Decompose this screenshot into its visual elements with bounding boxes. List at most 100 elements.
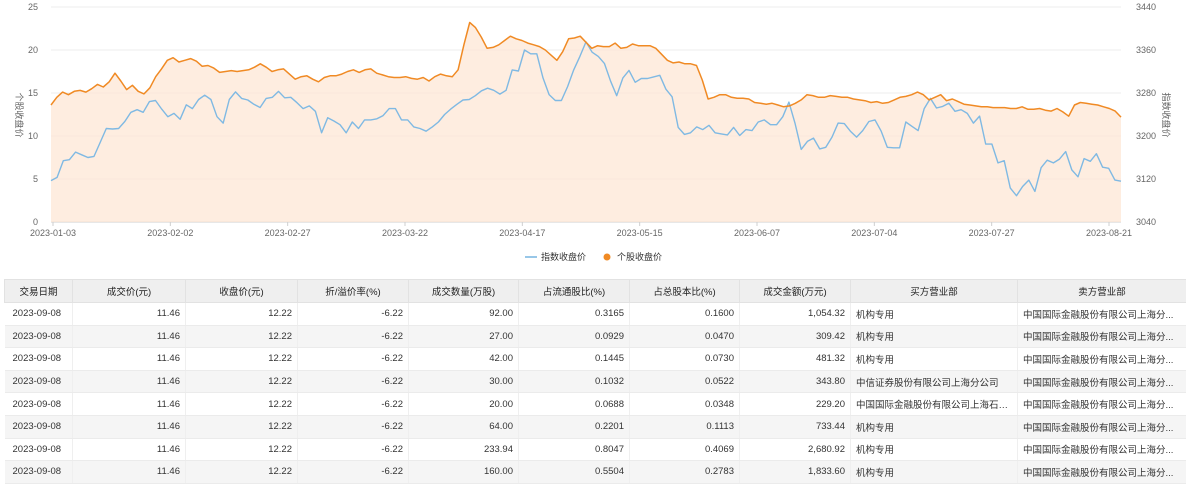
x-axis-tick-label: 2023-07-27 xyxy=(969,228,1015,238)
table-body: 2023-09-08 11.46 12.22 -6.22 92.00 0.3165 0.16… xyxy=(4,302,1186,484)
column-header[interactable]: 买方营业部 xyxy=(850,279,1018,303)
table-row[interactable]: 2023-09-08 11.46 12.22 -6.22 27.00 0.0929 0.04… xyxy=(4,325,1186,349)
table-cell: 机构专用 xyxy=(850,325,1018,349)
table-cell: 2023-09-08 xyxy=(4,392,73,416)
table-cell: 11.46 xyxy=(72,438,186,462)
table-cell: 27.00 xyxy=(408,325,519,349)
right-axis-tick-label: 3440 xyxy=(1136,2,1156,12)
table-cell: 11.46 xyxy=(72,347,186,371)
table-cell: 2,680.92 xyxy=(739,438,851,462)
table-cell: 12.22 xyxy=(185,325,298,349)
table-header: 交易日期 成交价(元) 收盘价(元) 折/溢价率(%) 成交数量(万股) 占流通股比(%)… xyxy=(4,279,1186,303)
table-cell: 0.4069 xyxy=(629,438,740,462)
table-cell: 中国国际金融股份有限公司上海分... xyxy=(1017,370,1186,394)
table-row[interactable]: 2023-09-08 11.46 12.22 -6.22 42.00 0.1445 0.07… xyxy=(4,347,1186,371)
table-cell: 2023-09-08 xyxy=(4,460,73,484)
table-cell: -6.22 xyxy=(297,438,409,462)
table-cell: 0.0730 xyxy=(629,347,740,371)
right-axis-tick-label: 3360 xyxy=(1136,45,1156,55)
table-cell: 2023-09-08 xyxy=(4,370,73,394)
table-cell: -6.22 xyxy=(297,325,409,349)
column-header[interactable]: 交易日期 xyxy=(4,279,73,303)
table-row[interactable]: 2023-09-08 11.46 12.22 -6.22 92.00 0.3165 0.16… xyxy=(4,302,1186,326)
table-cell: 中信证券股份有限公司上海分公司 xyxy=(850,370,1018,394)
table-cell: 12.22 xyxy=(185,438,298,462)
table-cell: 30.00 xyxy=(408,370,519,394)
table-cell: 0.1445 xyxy=(518,347,630,371)
table-cell: 92.00 xyxy=(408,302,519,326)
table-cell: 中国国际金融股份有限公司上海分... xyxy=(1017,460,1186,484)
chart-legend: 指数收盘价 个股收盘价 xyxy=(525,251,662,262)
x-axis-tick-label: 2023-02-02 xyxy=(147,228,193,238)
table-cell: 733.44 xyxy=(739,415,851,439)
right-axis-tick-label: 3280 xyxy=(1136,88,1156,98)
column-header[interactable]: 成交数量(万股) xyxy=(408,279,519,303)
table-cell: 0.1032 xyxy=(518,370,630,394)
table-cell: 2023-09-08 xyxy=(4,438,73,462)
x-axis-tick-label: 2023-05-15 xyxy=(617,228,663,238)
table-cell: -6.22 xyxy=(297,460,409,484)
table-cell: 12.22 xyxy=(185,392,298,416)
column-header[interactable]: 占总股本比(%) xyxy=(629,279,740,303)
column-header[interactable]: 卖方营业部 xyxy=(1017,279,1186,303)
table-row[interactable]: 2023-09-08 11.46 12.22 -6.22 64.00 0.2201 0.11… xyxy=(4,415,1186,439)
block-trade-table-container: 交易日期 成交价(元) 收盘价(元) 折/溢价率(%) 成交数量(万股) 占流通股比(%)… xyxy=(4,279,1186,484)
table-cell: 1,054.32 xyxy=(739,302,851,326)
table-cell: 0.0470 xyxy=(629,325,740,349)
column-header[interactable]: 成交金额(万元) xyxy=(739,279,851,303)
left-axis-tick-label: 10 xyxy=(28,131,38,141)
table-header-row: 交易日期 成交价(元) 收盘价(元) 折/溢价率(%) 成交数量(万股) 占流通股比(%)… xyxy=(4,279,1186,303)
table-cell: 中国国际金融股份有限公司上海分... xyxy=(1017,347,1186,371)
legend-label: 指数收盘价 xyxy=(541,251,586,262)
stock-area-fill xyxy=(51,22,1121,222)
table-cell: 20.00 xyxy=(408,392,519,416)
x-axis-tick-label: 2023-03-22 xyxy=(382,228,428,238)
table-cell: 42.00 xyxy=(408,347,519,371)
table-cell: 481.32 xyxy=(739,347,851,371)
table-cell: 11.46 xyxy=(72,392,186,416)
table-cell: -6.22 xyxy=(297,347,409,371)
table-row[interactable]: 2023-09-08 11.46 12.22 -6.22 30.00 0.1032 0.05… xyxy=(4,370,1186,394)
table-cell: 343.80 xyxy=(739,370,851,394)
table-row[interactable]: 2023-09-08 11.46 12.22 -6.22 160.00 0.5504 0.2… xyxy=(4,460,1186,484)
table-cell: 2023-09-08 xyxy=(4,347,73,371)
table-cell: 12.22 xyxy=(185,347,298,371)
table-cell: 0.5504 xyxy=(518,460,630,484)
table-cell: 机构专用 xyxy=(850,415,1018,439)
table-cell: 0.1113 xyxy=(629,415,740,439)
column-header[interactable]: 占流通股比(%) xyxy=(518,279,630,303)
table-cell: 2023-09-08 xyxy=(4,302,73,326)
x-axis-tick-label: 2023-04-17 xyxy=(499,228,545,238)
column-header[interactable]: 成交价(元) xyxy=(72,279,186,303)
table-cell: 12.22 xyxy=(185,302,298,326)
table-cell: -6.22 xyxy=(297,392,409,416)
table-cell: 233.94 xyxy=(408,438,519,462)
table-cell: 中国国际金融股份有限公司上海石化证... xyxy=(850,392,1018,416)
table-cell: 160.00 xyxy=(408,460,519,484)
table-cell: 12.22 xyxy=(185,370,298,394)
x-axis-tick-label: 2023-08-21 xyxy=(1086,228,1132,238)
table-row[interactable]: 2023-09-08 11.46 12.22 -6.22 20.00 0.0688 0.03… xyxy=(4,392,1186,416)
table-cell: 0.2783 xyxy=(629,460,740,484)
legend-label: 个股收盘价 xyxy=(617,251,662,262)
left-axis-tick-label: 20 xyxy=(28,45,38,55)
left-axis-tick-label: 0 xyxy=(33,217,38,227)
table-cell: 中国国际金融股份有限公司上海分... xyxy=(1017,415,1186,439)
table-cell: 309.42 xyxy=(739,325,851,349)
right-axis-title: 指数收盘价 xyxy=(1161,92,1172,137)
left-axis-tick-label: 5 xyxy=(33,174,38,184)
x-axis-tick-label: 2023-01-03 xyxy=(30,228,76,238)
table-cell: 12.22 xyxy=(185,460,298,484)
legend-stock-swatch xyxy=(603,253,611,261)
table-cell: 0.8047 xyxy=(518,438,630,462)
table-row[interactable]: 2023-09-08 11.46 12.22 -6.22 233.94 0.8047 0.4… xyxy=(4,438,1186,462)
column-header[interactable]: 收盘价(元) xyxy=(185,279,298,303)
table-cell: 中国国际金融股份有限公司上海分... xyxy=(1017,392,1186,416)
left-axis-tick-label: 15 xyxy=(28,88,38,98)
column-header[interactable]: 折/溢价率(%) xyxy=(297,279,409,303)
table-cell: 机构专用 xyxy=(850,438,1018,462)
table-cell: 12.22 xyxy=(185,415,298,439)
table-cell: 11.46 xyxy=(72,370,186,394)
table-cell: 11.46 xyxy=(72,302,186,326)
table-cell: 0.2201 xyxy=(518,415,630,439)
